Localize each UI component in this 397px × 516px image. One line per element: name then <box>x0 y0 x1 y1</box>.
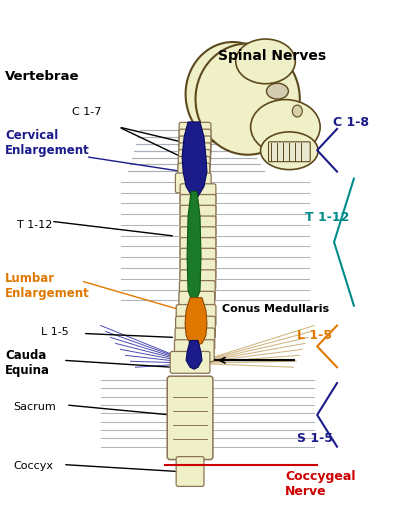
FancyBboxPatch shape <box>179 143 211 160</box>
Text: Cauda
Equina: Cauda Equina <box>5 349 50 377</box>
Ellipse shape <box>236 39 295 84</box>
Ellipse shape <box>292 105 302 117</box>
FancyBboxPatch shape <box>180 227 216 247</box>
Polygon shape <box>186 341 202 369</box>
Ellipse shape <box>185 42 280 147</box>
Text: L 1-5: L 1-5 <box>41 327 69 337</box>
FancyBboxPatch shape <box>175 328 215 350</box>
Text: C 1-8: C 1-8 <box>333 116 368 128</box>
FancyBboxPatch shape <box>179 129 211 147</box>
Text: Sacrum: Sacrum <box>13 401 56 412</box>
FancyBboxPatch shape <box>180 205 216 225</box>
Text: Vertebrae: Vertebrae <box>5 70 80 83</box>
FancyBboxPatch shape <box>175 173 211 193</box>
Text: L 1-5: L 1-5 <box>297 329 332 343</box>
FancyBboxPatch shape <box>179 281 215 300</box>
FancyBboxPatch shape <box>179 292 215 311</box>
Text: S 1-5: S 1-5 <box>297 432 333 445</box>
FancyBboxPatch shape <box>179 122 211 140</box>
Text: T 1-12: T 1-12 <box>17 220 52 230</box>
Text: Conus Medullaris: Conus Medullaris <box>222 304 329 314</box>
Ellipse shape <box>266 83 288 99</box>
FancyBboxPatch shape <box>179 136 211 154</box>
FancyBboxPatch shape <box>170 351 210 373</box>
FancyBboxPatch shape <box>180 248 216 268</box>
FancyBboxPatch shape <box>176 457 204 487</box>
FancyBboxPatch shape <box>268 142 310 162</box>
Text: T 1-12: T 1-12 <box>305 211 349 223</box>
Text: Coccygeal
Nerve: Coccygeal Nerve <box>285 471 356 498</box>
Polygon shape <box>187 191 201 301</box>
FancyBboxPatch shape <box>178 163 210 181</box>
FancyBboxPatch shape <box>167 376 213 460</box>
Text: C 1-7: C 1-7 <box>72 107 102 117</box>
FancyBboxPatch shape <box>180 237 216 257</box>
FancyBboxPatch shape <box>180 270 216 289</box>
FancyBboxPatch shape <box>180 184 216 204</box>
FancyBboxPatch shape <box>180 216 216 236</box>
Polygon shape <box>182 122 207 197</box>
Ellipse shape <box>195 43 300 155</box>
Text: Spinal Nerves: Spinal Nerves <box>218 49 326 62</box>
FancyBboxPatch shape <box>175 316 215 338</box>
FancyBboxPatch shape <box>180 259 216 279</box>
Ellipse shape <box>199 44 286 144</box>
Ellipse shape <box>260 132 318 170</box>
Ellipse shape <box>251 100 320 154</box>
Text: Coccyx: Coccyx <box>13 460 53 471</box>
FancyBboxPatch shape <box>180 195 216 214</box>
FancyBboxPatch shape <box>176 304 216 327</box>
FancyBboxPatch shape <box>179 150 210 168</box>
FancyBboxPatch shape <box>178 156 210 174</box>
FancyBboxPatch shape <box>174 340 214 362</box>
Text: Cervical
Enlargement: Cervical Enlargement <box>5 128 90 157</box>
Text: Lumbar
Enlargement: Lumbar Enlargement <box>5 272 90 300</box>
Polygon shape <box>185 298 207 345</box>
